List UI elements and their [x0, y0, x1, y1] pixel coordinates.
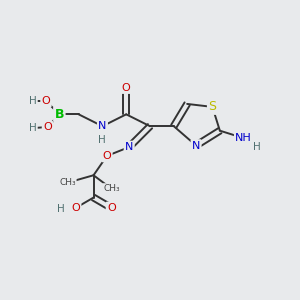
Text: H: H [253, 142, 261, 152]
Text: N: N [98, 121, 106, 131]
Text: CH₃: CH₃ [103, 184, 120, 193]
Text: H: H [29, 96, 37, 106]
Text: N: N [125, 142, 134, 152]
Text: O: O [42, 96, 50, 106]
Text: O: O [103, 151, 111, 161]
Text: H: H [253, 142, 261, 152]
Text: H: H [29, 123, 37, 133]
Text: B: B [55, 108, 64, 121]
Text: S: S [208, 100, 216, 113]
Text: H: H [57, 204, 65, 214]
Text: H: H [98, 135, 106, 145]
Text: O: O [107, 203, 116, 213]
Text: O: O [43, 122, 52, 132]
Text: N: N [192, 140, 200, 151]
Text: CH₃: CH₃ [59, 178, 76, 187]
Text: O: O [71, 203, 80, 213]
Text: NH: NH [235, 133, 252, 143]
Text: O: O [122, 82, 130, 93]
